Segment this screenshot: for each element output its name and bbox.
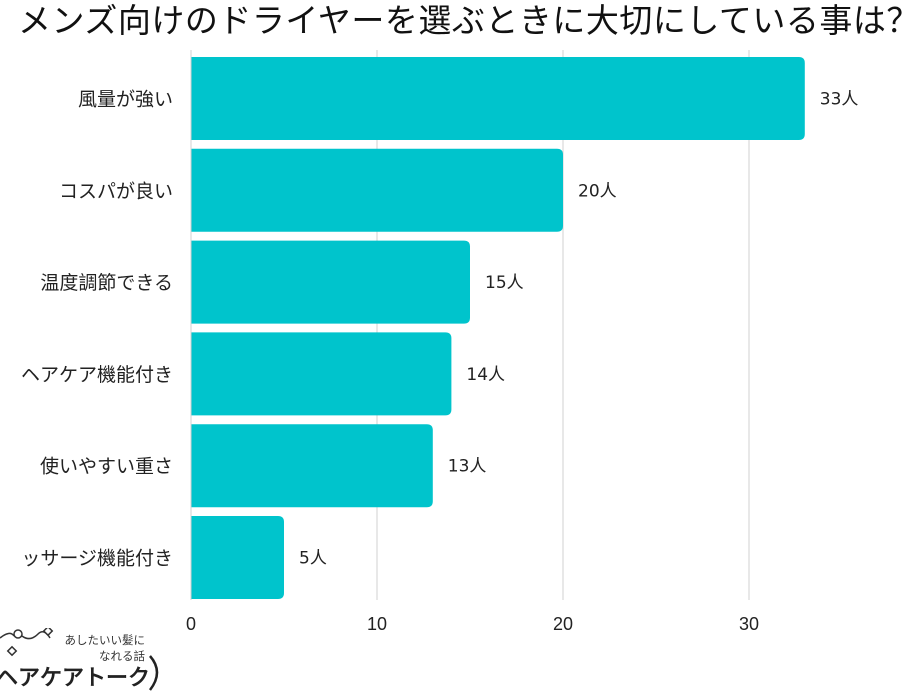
category-label: コスパが良い [59,180,173,202]
data-label: 5人 [299,549,327,569]
bar [191,148,563,232]
chart-title: メンズ向けのドライヤーを選ぶときに大切にしている事は？ [18,1,920,40]
category-label: 温度調節できる [40,272,173,294]
category-label: 使いやすい重さ [40,456,173,478]
bar [191,240,470,324]
data-label: 33人 [820,90,859,110]
logo-cloud-icon [0,628,159,691]
bar [191,57,805,140]
data-label: 15人 [485,273,524,293]
bar [191,516,284,599]
data-label: 14人 [466,365,505,385]
x-tick-label: 0 [186,614,196,634]
x-tick-label: 20 [553,614,573,634]
category-label: ヘアケア機能付き [21,364,173,386]
data-label: 13人 [448,457,487,477]
logo-name: ヘアケアトーク [0,666,151,691]
data-label: 20人 [578,181,617,201]
logo-tagline: あしたいい髪に なれる話 [64,633,146,663]
category-label: 風量が強い [78,89,173,111]
x-tick-label: 30 [739,614,759,634]
bar [191,332,452,416]
bar [191,424,433,508]
category-label: ッサージ機能付き [21,548,173,570]
x-tick-label: 10 [367,614,387,634]
